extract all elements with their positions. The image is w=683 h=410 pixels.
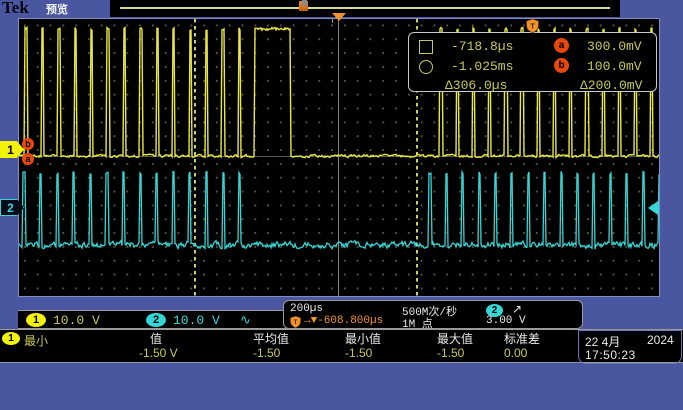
svg-text:T: T [530, 22, 535, 31]
svg-text:T: T [294, 319, 298, 326]
